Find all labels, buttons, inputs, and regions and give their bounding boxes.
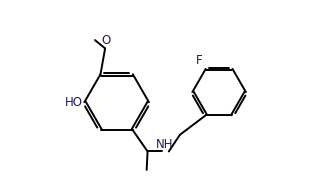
Text: O: O	[102, 33, 111, 46]
Text: F: F	[195, 54, 202, 67]
Text: NH: NH	[157, 137, 174, 150]
Text: HO: HO	[65, 96, 83, 109]
